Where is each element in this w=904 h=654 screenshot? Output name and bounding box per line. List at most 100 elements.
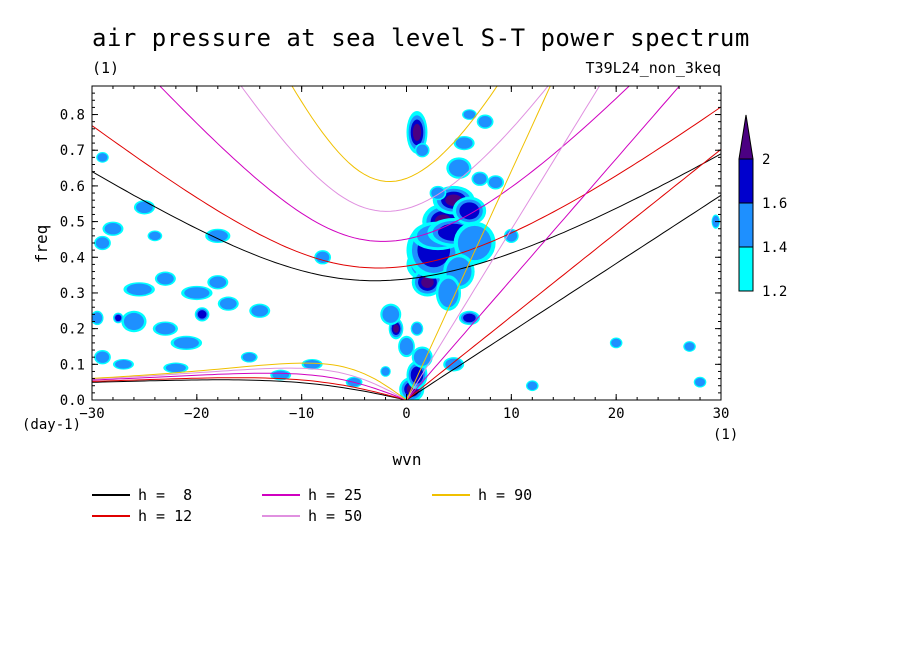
spectrum-blob-26-level-1 (315, 251, 330, 263)
spectrum-blob-21-level-1 (413, 348, 431, 366)
spectrum-blob-22-level-1 (399, 337, 414, 356)
spectrum-blob-58-level-1 (473, 173, 487, 185)
chart-title: air pressure at sea level S-T power spec… (92, 24, 750, 52)
x-tick-label: 10 (503, 406, 520, 422)
spectrum-blob-38-level-1 (251, 305, 269, 317)
y-tick-label: 0.7 (60, 143, 85, 159)
spectrum-blob-55-level-1 (684, 342, 695, 351)
kelvin-wave-curve-h50 (406, 86, 601, 400)
spectrum-blob-3-level-3 (421, 276, 434, 288)
spectrum-blob-10-level-1 (448, 159, 469, 177)
legend: h = 8 h = 12 h = 25 h = 50 h = 90 (92, 486, 532, 525)
spectrum-blob-36-level-2 (115, 314, 122, 322)
y-tick-label: 0.5 (60, 215, 85, 231)
spectrum-blob-42-level-1 (92, 312, 103, 324)
legend-label-h8: h = 8 (138, 486, 192, 504)
spectrum-blob-24-level-1 (445, 358, 463, 371)
spectrum-blob-40-level-1 (104, 223, 122, 235)
rossby-wave-curve-h90 (92, 362, 721, 400)
spectrum-blob-17-level-3 (393, 324, 399, 333)
spectrum-blob-18-level-1 (382, 305, 400, 323)
spectrum-blob-13-level-1 (488, 176, 503, 189)
y-tick-label: 0.6 (60, 179, 85, 195)
spectrum-blob-32-level-2 (197, 310, 207, 319)
x-unit-label: (1) (713, 427, 738, 443)
spectrum-blob-54-level-1 (611, 338, 622, 348)
x-axis-label: wvn (393, 450, 422, 469)
spectrum-blob-31-level-1 (184, 287, 210, 299)
gravity-wave-curve-h90 (291, 86, 498, 183)
colorbar-label: 1.2 (762, 284, 787, 300)
x-tick-label: −20 (184, 406, 209, 422)
legend-label-h50: h = 50 (308, 507, 362, 525)
colorbar: 1.2 1.4 1.6 2 (738, 114, 787, 300)
spectrum-blob-30-level-1 (209, 276, 227, 288)
gravity-wave-curve-h50 (240, 86, 549, 212)
kelvin-wave-curve-h90 (406, 86, 551, 400)
spectrum-blob-23-level-1 (411, 322, 423, 335)
rossby-wave-curve-h12 (92, 377, 721, 400)
spectrum-blob-37-level-1 (219, 297, 237, 310)
spectrum-blob-9-level-2 (459, 202, 480, 220)
y-tick-label: 0.1 (60, 357, 85, 373)
colorbar-segment-0 (738, 246, 754, 292)
rossby-wave-curve-h50 (92, 367, 721, 400)
spectrum-blob-51-level-1 (95, 351, 110, 363)
kelvin-wave-curve-h12 (406, 148, 721, 400)
colorbar-top-triangle (738, 114, 754, 160)
spectrum-blob-41-level-1 (95, 237, 110, 249)
gravity-wave-curve-h8 (92, 153, 721, 282)
y-tick-label: 0.3 (60, 286, 85, 302)
rossby-wave-curve-h8 (92, 379, 721, 400)
y-axis-label: freq (32, 225, 51, 264)
rossby-wave-curve-h25 (92, 372, 721, 400)
spectrum-blob-56-level-1 (695, 377, 706, 387)
x-tick-label: −30 (79, 406, 104, 422)
axes: −30 −20 −10 0 10 20 30 0.0 0.1 0.2 0.3 0.4 0.5 0.6 0.7… (60, 86, 730, 422)
spectrum-blob-0-level-3 (412, 123, 422, 141)
spectrum-blob-44-level-1 (303, 360, 321, 369)
colorbar-segment-2 (738, 158, 754, 204)
colorbar-label: 1.6 (762, 196, 787, 212)
y-tick-label: 0.0 (60, 393, 85, 409)
spectrum-blob-25-level-2 (463, 313, 476, 323)
spectrum-blob-16-level-1 (438, 278, 459, 308)
spectrum-blob-47-level-1 (165, 363, 186, 373)
spectrum-blob-33-level-1 (173, 337, 199, 349)
gravity-wave-curve-h25 (159, 86, 630, 242)
y-tick-label: 0.8 (60, 108, 85, 124)
spectrum-blob-28-level-1 (149, 231, 161, 241)
x-tick-label: 30 (713, 406, 730, 422)
y-unit-label: (day-1) (22, 417, 81, 433)
legend-label-h25: h = 25 (308, 486, 362, 504)
spectrum-blob-29-level-1 (207, 230, 228, 242)
dispersion-curves (92, 86, 721, 400)
x-tick-label: −10 (289, 406, 314, 422)
spectrum-blob-49-level-1 (242, 352, 256, 362)
spectrum-blob-12-level-1 (478, 115, 492, 128)
colorbar-label: 1.4 (762, 240, 787, 256)
x-tick-label: 20 (608, 406, 625, 422)
spectrum-blob-60-level-1 (463, 110, 476, 119)
spectrum-blob-1-level-1 (416, 144, 429, 156)
colorbar-label: 2 (762, 152, 770, 168)
spectrum-blob-43-level-1 (97, 153, 108, 162)
kelvin-wave-curve-h25 (406, 86, 681, 400)
spectrum-blob-52-level-1 (381, 367, 390, 376)
legend-label-h90: h = 90 (478, 486, 532, 504)
spectrum-shading (92, 109, 720, 400)
spectrum-blob-11-level-1 (455, 137, 473, 149)
spectrum-blob-48-level-1 (115, 360, 132, 369)
spectrum-blob-50-level-1 (156, 272, 174, 285)
spectrum-blob-59-level-1 (505, 230, 518, 242)
colorbar-segment-1 (738, 202, 754, 248)
subtitle-right: T39L24_non_3keq (586, 59, 721, 77)
subtitle-left: (1) (92, 59, 119, 77)
spectrum-blob-35-level-1 (123, 312, 144, 331)
kelvin-wave-curve-h8 (406, 194, 721, 400)
y-tick-label: 0.4 (60, 250, 85, 266)
spectrum-blob-53-level-1 (527, 381, 538, 391)
y-tick-label: 0.2 (60, 322, 85, 338)
spectrum-blob-34-level-1 (155, 322, 176, 335)
